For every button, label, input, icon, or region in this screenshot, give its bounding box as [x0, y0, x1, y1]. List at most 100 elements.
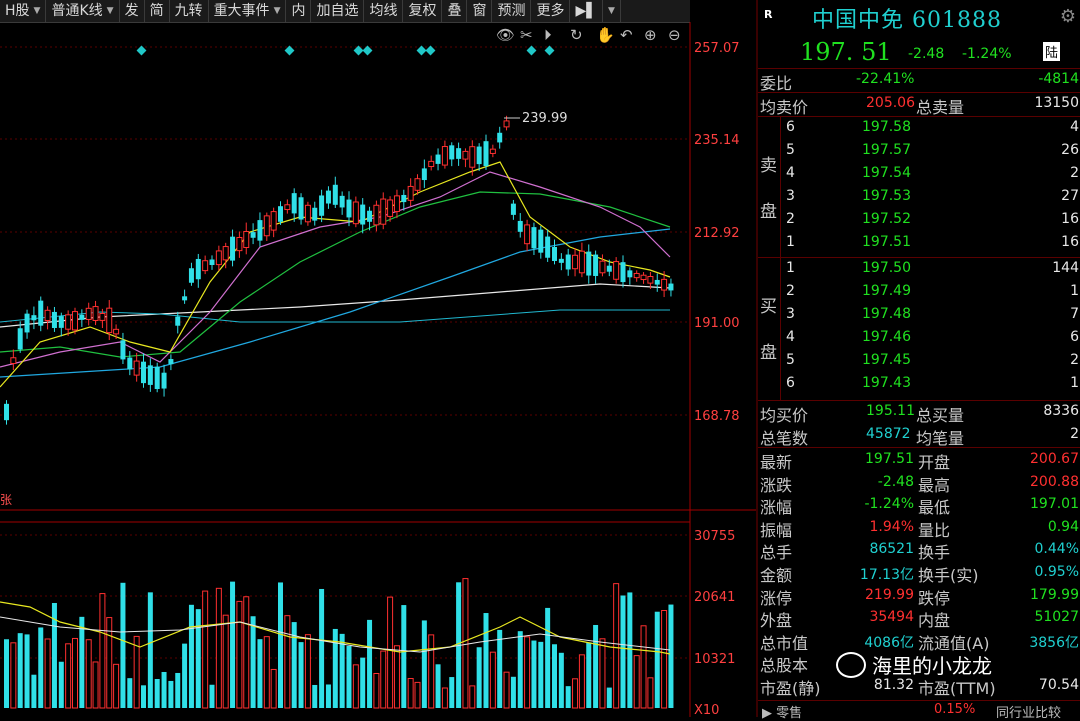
avg-trade-value: 2 [1070, 426, 1079, 442]
gear-icon[interactable]: ⚙ [1059, 6, 1076, 27]
toolbar-overlay[interactable]: 叠 [442, 0, 468, 22]
candle-body [298, 197, 304, 220]
candle-body [360, 204, 366, 225]
candle-body [65, 314, 72, 330]
toolbar-window[interactable]: 窗 [467, 0, 493, 22]
ask-level: 2 [786, 211, 795, 227]
ask-book: 卖 盘 6 197.58 4 5 197.57 26 4 197.54 2 3 197.53 2… [758, 117, 1080, 258]
toolbar-add-watch[interactable]: 加自选 [311, 0, 365, 22]
event-marker-icon[interactable] [544, 45, 555, 56]
bottom-tab-icon[interactable]: ▶ 零售 [762, 706, 803, 721]
bid-row[interactable]: 3 197.48 7 [782, 304, 1080, 327]
stat-value: 4086亿 [864, 634, 914, 651]
stat-value: 197.51 [865, 451, 914, 467]
toolbar-forecast[interactable]: 预测 [492, 0, 532, 22]
avg-buy-row: 均买价 195.11 总买量 8336 [758, 401, 1080, 425]
volume-bar [304, 634, 311, 709]
bid-row[interactable]: 2 197.49 1 [782, 281, 1080, 304]
candle-body [503, 120, 510, 128]
refresh-icon[interactable]: ↻ [570, 26, 583, 44]
volume-bar [593, 624, 599, 708]
scissors-icon[interactable]: ✂ [520, 26, 533, 44]
candle-body [133, 360, 140, 376]
ask-row[interactable]: 4 197.54 2 [782, 163, 1080, 186]
candle-body [428, 160, 435, 168]
volume-bar [270, 668, 277, 709]
avg-trade-label: 均笔量 [916, 429, 965, 448]
bid-row[interactable]: 1 197.50 144 [782, 258, 1080, 281]
play-icon[interactable]: ⏵ [544, 26, 552, 44]
candle-body [599, 260, 606, 274]
candle-body [421, 168, 427, 181]
candle-body [545, 236, 551, 258]
toolbar-events[interactable]: 重大事件 ▼ [209, 0, 287, 22]
zoom-out-icon[interactable]: ⊖ [668, 26, 681, 44]
trades-row: 总笔数 45872 均笔量 2 [758, 424, 1080, 448]
kline-svg[interactable]: 257.07 235.14 212.92 191.00 168.78 30755… [0, 22, 756, 718]
bid-row[interactable]: 4 197.46 6 [782, 327, 1080, 350]
toolbar-more[interactable]: 更多 [531, 0, 571, 22]
event-marker-icon[interactable] [425, 45, 436, 56]
toolbar-jian[interactable]: 简 [145, 0, 170, 22]
ask-row[interactable]: 3 197.53 27 [782, 186, 1080, 209]
stat-value: 81.32 [873, 677, 914, 693]
total-buy-label: 总买量 [916, 406, 965, 425]
ask-row[interactable]: 2 197.52 16 [782, 209, 1080, 232]
bid-row[interactable]: 6 197.43 1 [782, 373, 1080, 396]
eye-icon[interactable]: 👁 [496, 26, 515, 44]
stat-row: 振幅 1.94% 量比 0.94 [758, 516, 1080, 540]
industry-compare-link[interactable]: 同行业比较 [996, 706, 1062, 721]
volume-bar [51, 602, 57, 708]
ask-row[interactable]: 6 197.58 4 [782, 117, 1080, 140]
candle-body [209, 259, 215, 266]
buy-side-label: 盘 [760, 343, 777, 363]
volume-bar [360, 657, 366, 708]
hand-icon[interactable]: ✋ [596, 26, 615, 44]
stat-label: 涨幅 [760, 498, 793, 518]
stat-value: 0.44% [1034, 541, 1079, 558]
event-marker-icon[interactable] [526, 45, 537, 56]
undo-icon[interactable]: ↶ [620, 26, 633, 44]
kline-chart-area[interactable]: 257.07 235.14 212.92 191.00 168.78 30755… [0, 22, 756, 718]
volume-bar [565, 686, 571, 708]
stat-value: 200.67 [1030, 451, 1079, 467]
volume-bar [510, 676, 516, 708]
zoom-in-icon[interactable]: ⊕ [644, 26, 657, 44]
toolbar-menu-button[interactable]: ▼ [603, 0, 621, 22]
toolbar-nei[interactable]: 内 [286, 0, 312, 22]
bid-volume: 2 [1070, 352, 1079, 368]
candle-body [380, 198, 387, 225]
candle-body [278, 206, 283, 222]
candle-body [572, 254, 579, 270]
event-marker-icon[interactable] [416, 45, 427, 56]
toolbar-ma[interactable]: 均线 [364, 0, 404, 22]
toolbar-adjust[interactable]: 复权 [403, 0, 443, 22]
toolbar-hk-stock[interactable]: H股 ▼ [0, 0, 47, 22]
volume-bar [263, 636, 270, 709]
ask-row[interactable]: 1 197.51 16 [782, 232, 1080, 255]
bid-level: 2 [786, 283, 795, 299]
toolbar-kline-type[interactable]: 普通K线 ▼ [46, 0, 120, 22]
stat-label: 量比 [918, 520, 951, 540]
candle-body [44, 309, 51, 321]
volume-bar [312, 684, 318, 708]
event-marker-icon[interactable] [136, 45, 147, 56]
volume-bar [407, 678, 414, 709]
ask-row[interactable]: 5 197.57 26 [782, 140, 1080, 163]
bid-volume: 1 [1070, 283, 1079, 299]
toolbar-label: 加自选 [316, 3, 359, 19]
bid-row[interactable]: 5 197.45 2 [782, 350, 1080, 373]
volume-bar [346, 645, 352, 708]
candle-body [85, 307, 92, 320]
bid-volume: 6 [1070, 329, 1079, 345]
volume-bar [319, 588, 325, 708]
volume-bar-group [4, 578, 674, 709]
toolbar-fa[interactable]: 发 [120, 0, 145, 22]
ask-volume: 16 [1061, 234, 1079, 250]
ma-line-green [0, 191, 671, 358]
toolbar-collapse-button[interactable]: ▶▌ [570, 0, 604, 22]
toolbar-jiuzhuan[interactable]: 九转 [170, 0, 209, 22]
stock-header: R 中国中免 601888 ⚙ [758, 0, 1080, 34]
stat-value: 51027 [1034, 609, 1079, 626]
candle-body [304, 204, 311, 223]
